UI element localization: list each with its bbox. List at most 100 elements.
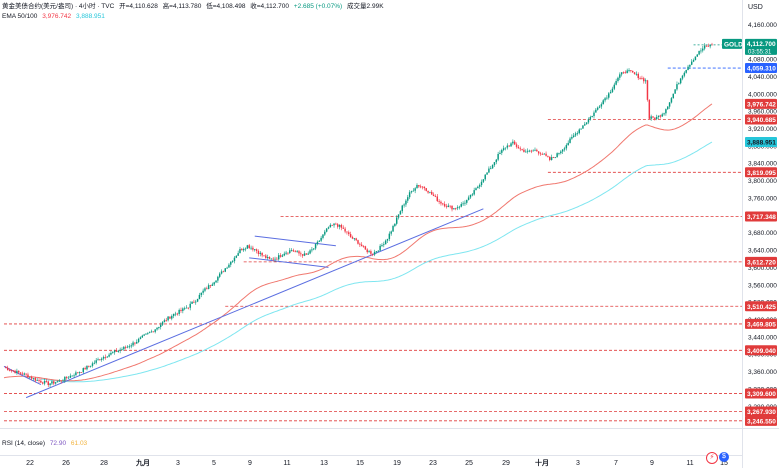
candle-body [357,240,359,244]
candle-body [707,45,710,47]
rsi-label: RSI (14, close) [2,440,45,447]
candle-body [528,150,531,152]
candle-body [466,199,468,203]
candle-body [580,128,582,130]
candle-body [552,157,555,158]
candle-body [379,245,381,251]
candle-body [325,228,328,232]
candle-body [373,251,376,255]
candle-body [78,372,81,373]
time-tick: 3 [576,460,580,467]
candle-body [137,338,140,342]
ema-legend[interactable]: EMA 50/100 3,976.742 3,888.951 [2,12,108,21]
candle-body [569,138,571,143]
candle-body [606,97,608,99]
candle-body [366,249,368,253]
ema50-label-bg [745,98,777,109]
candle-body [499,152,501,154]
time-tick: 13 [320,460,328,467]
rsi-legend[interactable]: RSI (14, close) 72.90 61.03 [2,440,90,447]
time-tick: 25 [465,460,473,467]
candle-body [305,253,308,255]
candle-body [602,100,604,105]
level-label-bg [745,406,777,417]
candle-body [274,258,276,260]
low-value: 低=4,108.498 [206,3,246,10]
candle-body [641,78,643,79]
candle-body [27,374,29,378]
time-axis[interactable]: 22 26 28 九月 3 5 9 11 13 15 19 23 25 29 十月 3 7 9 11 15 [26,458,728,467]
candle-body [6,367,9,371]
candle-body [16,370,18,374]
level-label: 4,059.310 [747,66,776,73]
candle-body [349,234,352,238]
candle-body [283,253,285,256]
time-tick: 15 [720,460,728,467]
candle-body [478,185,481,187]
symbol-title[interactable]: 黄金美债合约(美元/盎司) · 4小时 · TVC [2,3,115,10]
candle-body [228,264,230,268]
candle-body [195,301,197,303]
candle-body [287,252,289,254]
candle-body [598,106,601,108]
candle-body [270,258,273,260]
candle-body [119,349,121,351]
candlesticks[interactable] [5,42,713,388]
time-tick: 3 [176,460,180,467]
candle-body [513,141,516,145]
candle-body [537,151,540,154]
candle-body [60,380,62,382]
candle-body [313,248,315,250]
candle-body [126,346,129,348]
candle-body [473,190,475,195]
time-tick: 十月 [535,458,549,467]
candle-body [449,205,451,207]
candle-body [631,70,634,73]
candle-body [711,44,713,46]
gold-badge: GOLD [724,41,743,48]
candle-body [62,380,64,382]
level-label-bg [745,301,777,312]
candle-body [21,373,24,375]
candle-body [128,346,131,348]
close-value: 收=4,112.700 [250,3,289,10]
level-label-bg [745,345,777,356]
candle-body [327,227,330,229]
candle-body [362,246,365,248]
candle-body [484,174,486,180]
candle-body [266,257,269,258]
candle-body [419,186,422,188]
candle-body [30,376,33,379]
candle-body [359,243,361,245]
candle-body [687,66,689,71]
candle-body [265,255,267,258]
candle-body [375,251,378,252]
candle-body [576,133,579,134]
candle-body [690,61,693,65]
candle-body [237,253,239,256]
candle-body [429,191,431,193]
candle-body [180,309,182,311]
candle-body [432,194,435,197]
candle-body [414,188,416,191]
candle-body [440,201,442,204]
ema100-value: 3,888.951 [75,13,105,20]
currency-icon[interactable]: $ [719,452,729,462]
candle-body [110,352,112,355]
lightning-icon[interactable]: ⚡ [706,452,718,464]
candle-body [40,380,42,383]
price-tick: 3,600.000 [748,265,777,272]
level-label-bg [745,63,777,74]
currency-label: USD [748,4,763,11]
candle-body [340,224,343,228]
candle-body [665,109,667,114]
candle-body [93,362,96,364]
ema50-value: 3,976.742 [42,13,72,20]
candle-body [276,258,278,260]
candle-body [335,223,337,225]
candle-body [43,381,46,384]
candle-body [700,50,702,52]
trendlines[interactable] [3,208,484,399]
candle-body [595,109,597,113]
